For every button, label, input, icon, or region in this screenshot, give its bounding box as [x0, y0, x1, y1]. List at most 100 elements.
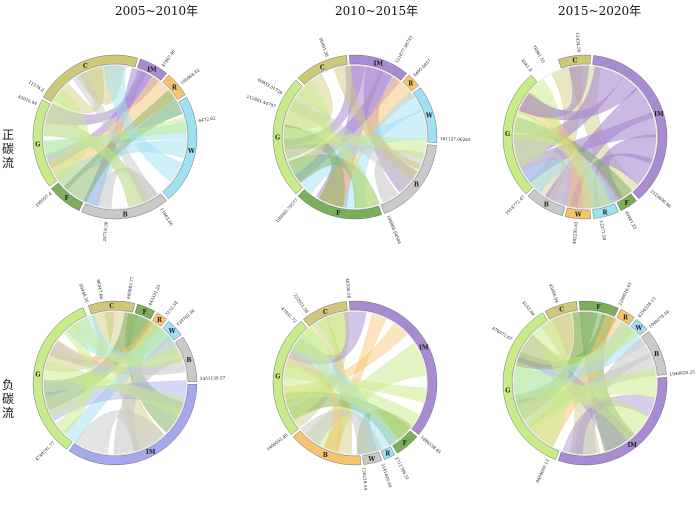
- segment-label-b: B: [123, 211, 128, 218]
- value-label: 222021.58: [292, 293, 309, 315]
- ribbon: [513, 365, 650, 441]
- value-label: 2123690.86: [649, 189, 672, 209]
- segment-arc-w: [630, 318, 648, 336]
- segment-arc-im: [558, 377, 668, 466]
- segment-label-r: R: [157, 317, 163, 324]
- value-label: 199597.4: [34, 191, 52, 208]
- segment-label-b: B: [414, 182, 419, 189]
- segment-arc-b: [81, 193, 167, 220]
- value-label: 1914772.47: [504, 194, 526, 216]
- segment-arc-g: [32, 99, 57, 187]
- value-label: 49481.25: [624, 210, 638, 230]
- segment-label-g: G: [505, 131, 510, 138]
- segment-arc-r: [162, 74, 186, 100]
- ribbon: [292, 312, 347, 361]
- segment-label-w: W: [168, 328, 176, 335]
- segment-label-r: R: [172, 85, 178, 92]
- column-title-2005-2010: 2005~2010年: [115, 4, 199, 18]
- segment-arc-f: [134, 303, 156, 320]
- value-label: 47467.46: [160, 48, 176, 68]
- ribbon: [103, 65, 182, 182]
- ribbon: [513, 111, 611, 209]
- chord-panel-4: C F RW B IM G 660883.77 443331.253152.58139763.…: [32, 276, 226, 466]
- segment-label-c: C: [559, 307, 564, 314]
- segment-label-im: IM: [654, 111, 664, 118]
- value-label: 8464000.13: [535, 458, 550, 483]
- segment-label-g: G: [35, 141, 40, 148]
- segment-label-c: C: [572, 58, 577, 65]
- value-label: 99448.56: [78, 283, 90, 304]
- value-label: 2299616.61: [617, 281, 632, 306]
- ribbon: [300, 409, 382, 455]
- segment-arc-w: [362, 451, 382, 465]
- value-label: 48590.58: [345, 278, 352, 299]
- value-label: 45016.44: [17, 94, 38, 106]
- segment-label-w: W: [634, 325, 642, 332]
- segment-arc-g: [502, 312, 560, 460]
- segment-arc-c: [88, 300, 136, 315]
- value-label: 3152.58: [164, 300, 179, 317]
- column-title-2015-2020: 2015~2020年: [558, 4, 642, 18]
- segment-label-c: C: [323, 309, 328, 316]
- value-label: 185864.82: [180, 67, 201, 85]
- segment-arc-c: [558, 54, 591, 69]
- value-label: 4749191.77: [34, 440, 56, 462]
- value-label: 40953.01728: [257, 77, 284, 95]
- segment-label-f: F: [65, 195, 70, 202]
- segment-label-g: G: [275, 135, 280, 142]
- value-label: 161127.06263: [440, 136, 471, 142]
- value-label: 660883.77: [126, 276, 135, 299]
- value-label: 28718.36: [102, 221, 109, 242]
- value-label: 6472.62: [198, 115, 216, 123]
- segment-label-b: B: [186, 357, 191, 364]
- segment-label-r: R: [408, 81, 414, 88]
- segment-label-w: W: [367, 456, 375, 463]
- segment-arc-c: [297, 55, 348, 85]
- value-label: 12434.58: [575, 32, 582, 53]
- value-label: 188088.94504: [386, 214, 402, 245]
- value-label: 1940820.25: [669, 369, 695, 376]
- segment-arc-b: [380, 144, 437, 214]
- value-label: 6495.0057: [412, 58, 432, 78]
- value-label: 96091.38: [318, 37, 330, 58]
- segment-label-im: IM: [147, 66, 157, 73]
- segment-arc-f: [616, 193, 637, 211]
- segment-label-f: F: [596, 304, 601, 311]
- segment-arc-c: [544, 301, 578, 320]
- segment-arc-c: [43, 54, 138, 102]
- segment-arc-f: [579, 300, 619, 317]
- segment-arc-r: [380, 446, 396, 460]
- value-label: 4561.8: [520, 58, 533, 73]
- segment-label-f: F: [143, 309, 148, 316]
- ribbon: [515, 150, 568, 205]
- segment-arc-f: [392, 430, 418, 454]
- segment-arc-w: [413, 87, 438, 143]
- segment-label-c: C: [109, 303, 114, 310]
- segment-label-c: C: [320, 64, 325, 71]
- value-label: 121877.38733: [394, 35, 414, 64]
- ribbon: [518, 65, 589, 118]
- value-label: 4155.04: [521, 300, 536, 317]
- segment-arc-b: [175, 336, 198, 382]
- segment-arc-r: [402, 74, 420, 92]
- ribbon: [518, 322, 639, 367]
- ribbon: [43, 360, 185, 417]
- segment-arc-im: [349, 54, 407, 81]
- segment-label-f: F: [403, 440, 408, 447]
- segment-label-f: F: [625, 200, 630, 207]
- value-label: 2711786.31: [394, 456, 410, 481]
- segment-arc-im: [137, 58, 167, 81]
- column-title-2010-2015: 2010~2015年: [335, 4, 419, 18]
- ribbon: [285, 102, 379, 209]
- segment-arc-r: [152, 312, 167, 327]
- value-label: 3141826.09: [380, 463, 393, 489]
- value-label: 12272.58: [599, 220, 607, 241]
- value-label: 126218.54: [361, 467, 368, 490]
- value-label: 11574.2: [28, 79, 46, 93]
- segment-arc-w: [162, 320, 182, 341]
- segment-label-b: B: [544, 202, 549, 209]
- segment-label-im: IM: [627, 442, 637, 449]
